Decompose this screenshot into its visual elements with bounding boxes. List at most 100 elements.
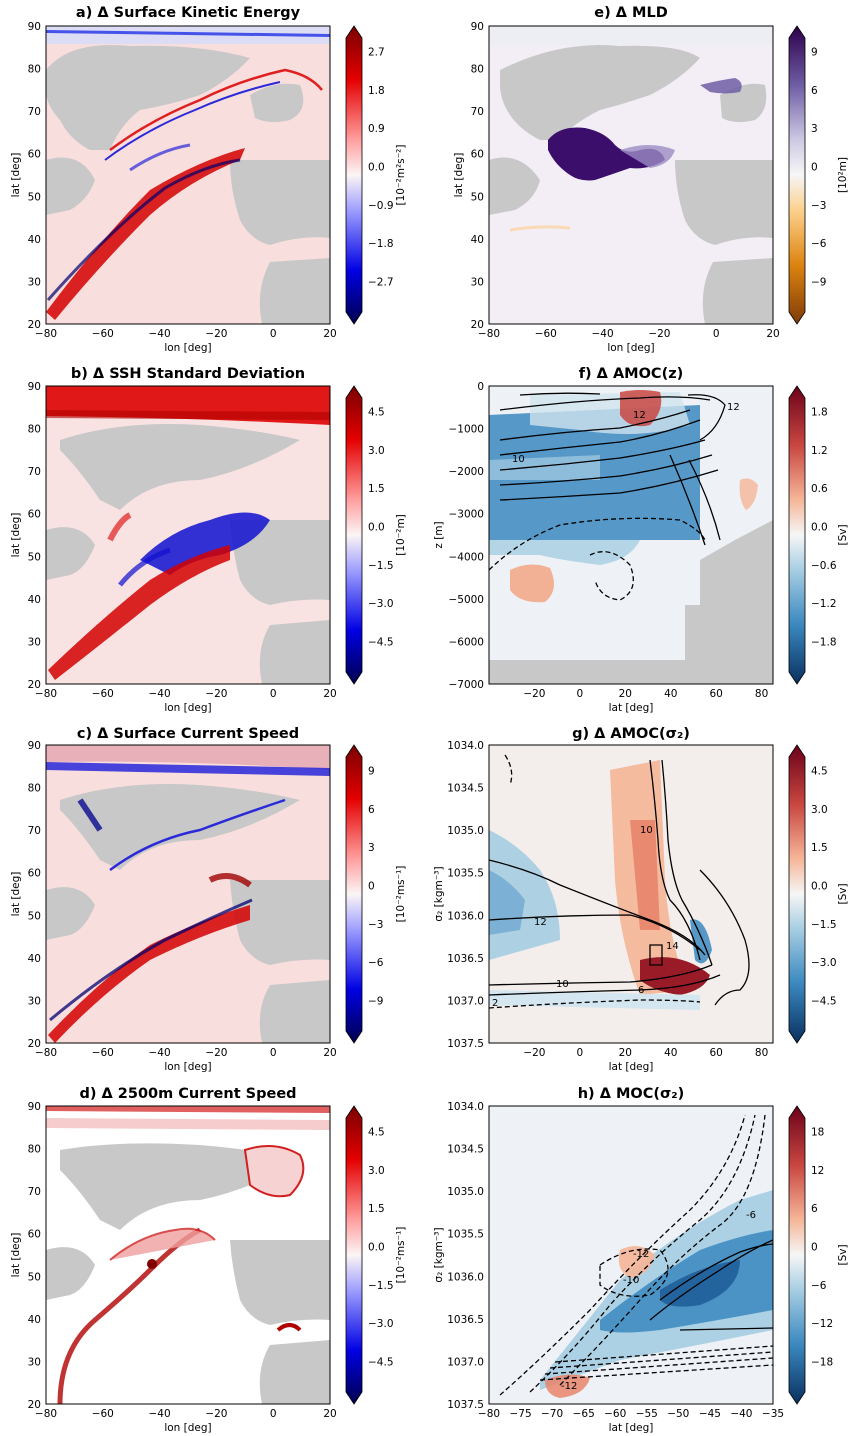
x-tick-label: −70 bbox=[541, 1408, 563, 1420]
panel-f-y-axis: 0 −1000 −2000 −3000 −4000 −5000 −6000 −7… bbox=[433, 381, 484, 691]
colorbar-tick: −12 bbox=[811, 1318, 833, 1330]
panel-d-title: d) Δ 2500m Current Speed bbox=[79, 1086, 296, 1102]
x-tick-label: 20 bbox=[766, 328, 779, 340]
x-tick-label: −80 bbox=[478, 1408, 500, 1420]
y-tick-label: 1035.5 bbox=[447, 868, 484, 880]
y-tick-label: 0 bbox=[477, 381, 484, 393]
panel-b-title: b) Δ SSH Standard Deviation bbox=[71, 366, 305, 382]
panel-h-colorbar: 18 12 6 0 −6 −12 −18 [Sv] bbox=[788, 1105, 849, 1405]
x-tick-label: 80 bbox=[755, 688, 768, 700]
colorbar-tick: −0.6 bbox=[811, 560, 837, 572]
x-tick-label: 80 bbox=[755, 1047, 768, 1059]
colorbar-tick: 0.0 bbox=[368, 162, 385, 174]
x-tick-label: 20 bbox=[323, 1047, 336, 1059]
colorbar-tick: 3.0 bbox=[368, 445, 385, 457]
x-tick-label: −80 bbox=[35, 1047, 57, 1059]
contour-label: -12 bbox=[633, 1249, 649, 1260]
panel-b-x-axis: −80 −60 −40 −20 0 20 lon [deg] bbox=[35, 688, 337, 714]
x-tick-label: 0 bbox=[270, 328, 277, 340]
y-tick-label: 1036.0 bbox=[447, 1271, 484, 1283]
y-tick-label: 1036.0 bbox=[447, 910, 484, 922]
contour-label: -6 bbox=[746, 1210, 756, 1221]
colorbar-unit: [10²m] bbox=[837, 157, 849, 193]
x-tick-label: −20 bbox=[648, 328, 670, 340]
colorbar-tick: −6 bbox=[811, 1280, 827, 1292]
y-tick-label: 60 bbox=[28, 149, 41, 161]
y-tick-label: 80 bbox=[28, 1144, 41, 1156]
colorbar-tick: 3 bbox=[811, 123, 818, 135]
x-tick-label: 40 bbox=[664, 1047, 677, 1059]
y-tick-label: 40 bbox=[28, 234, 41, 246]
y-tick-label: 90 bbox=[28, 21, 41, 33]
y-tick-label: 60 bbox=[28, 1229, 41, 1241]
panel-b: b) Δ SSH Standard Deviation −80 −60 −40 … bbox=[10, 366, 407, 714]
x-tick-label: 0 bbox=[577, 1047, 584, 1059]
y-tick-label: 20 bbox=[471, 319, 484, 331]
panel-c: c) Δ Surface Current Speed −80 −60 −40 −… bbox=[10, 726, 407, 1073]
colorbar-tick: 4.5 bbox=[368, 1127, 385, 1139]
colorbar-tick: −3.0 bbox=[811, 957, 837, 969]
x-tick-label: −75 bbox=[510, 1408, 532, 1420]
y-tick-label: −5000 bbox=[448, 594, 484, 606]
panel-e-colorbar: 9 6 3 0 −3 −6 −9 [10²m] bbox=[788, 25, 849, 325]
y-axis-label: lat [deg] bbox=[10, 872, 22, 917]
contour-label: 2 bbox=[492, 998, 498, 1009]
colorbar-tick: 6 bbox=[811, 1203, 818, 1215]
x-axis-label: lat [deg] bbox=[609, 1422, 654, 1434]
panel-h: h) Δ MOC(σ₂) -6 bbox=[433, 1086, 849, 1434]
y-tick-label: −4000 bbox=[448, 551, 484, 563]
x-tick-label: −20 bbox=[523, 1047, 545, 1059]
y-tick-label: 1036.5 bbox=[447, 1314, 484, 1326]
y-tick-label: 60 bbox=[471, 149, 484, 161]
x-tick-label: −55 bbox=[636, 1408, 658, 1420]
y-tick-label: 90 bbox=[28, 740, 41, 752]
colorbar-tick: 4.5 bbox=[368, 407, 385, 419]
y-tick-label: 50 bbox=[28, 1271, 41, 1283]
y-tick-label: 1037.5 bbox=[447, 1038, 484, 1050]
y-tick-label: 90 bbox=[471, 21, 484, 33]
x-tick-label: −65 bbox=[573, 1408, 595, 1420]
colorbar-tick: 1.8 bbox=[811, 407, 828, 419]
y-tick-label: 20 bbox=[28, 319, 41, 331]
colorbar-tick: 0 bbox=[811, 1242, 818, 1254]
colorbar-tick: 6 bbox=[811, 85, 818, 97]
colorbar-tick: −18 bbox=[811, 1357, 833, 1369]
panel-c-title: c) Δ Surface Current Speed bbox=[77, 726, 299, 742]
y-axis-label: lat [deg] bbox=[453, 153, 465, 198]
y-tick-label: 80 bbox=[471, 64, 484, 76]
x-tick-label: −80 bbox=[478, 328, 500, 340]
y-tick-label: 40 bbox=[471, 234, 484, 246]
colorbar-tick: 1.8 bbox=[368, 85, 385, 97]
y-tick-label: 1035.0 bbox=[447, 1186, 484, 1198]
y-tick-label: −3000 bbox=[448, 509, 484, 521]
y-axis-label: lat [deg] bbox=[10, 513, 22, 558]
y-tick-label: 80 bbox=[28, 783, 41, 795]
y-axis-label: lat [deg] bbox=[10, 153, 22, 198]
colorbar-tick: 3.0 bbox=[368, 1165, 385, 1177]
panel-f: f) Δ AMOC(z) bbox=[433, 366, 849, 714]
y-tick-label: 70 bbox=[28, 1186, 41, 1198]
x-tick-label: −60 bbox=[92, 1408, 114, 1420]
colorbar-tick: 0.6 bbox=[811, 483, 828, 495]
panel-g-x-axis: −20 0 20 40 60 80 lat [deg] bbox=[523, 1047, 768, 1073]
y-tick-label: 50 bbox=[28, 910, 41, 922]
colorbar-unit: [10⁻²m²s⁻²] bbox=[395, 145, 407, 206]
x-tick-label: −40 bbox=[730, 1408, 752, 1420]
y-tick-label: 30 bbox=[28, 636, 41, 648]
x-tick-label: −40 bbox=[149, 1408, 171, 1420]
colorbar-tick: −9 bbox=[811, 277, 826, 289]
colorbar-tick: 0.0 bbox=[368, 522, 385, 534]
colorbar-unit: [10⁻²m] bbox=[395, 514, 407, 556]
colorbar-tick: −3 bbox=[368, 919, 383, 931]
x-tick-label: −50 bbox=[667, 1408, 689, 1420]
panel-e-plot bbox=[489, 26, 773, 324]
y-tick-label: 50 bbox=[28, 551, 41, 563]
panel-a-title: a) Δ Surface Kinetic Energy bbox=[76, 5, 301, 21]
colorbar-tick: 3 bbox=[368, 842, 375, 854]
x-tick-label: −20 bbox=[205, 328, 227, 340]
colorbar-tick: −6 bbox=[368, 957, 384, 969]
contour-label: 14 bbox=[666, 941, 679, 952]
x-tick-label: −60 bbox=[604, 1408, 626, 1420]
contour-label: 10 bbox=[512, 454, 525, 465]
y-tick-label: 1034.5 bbox=[447, 783, 484, 795]
